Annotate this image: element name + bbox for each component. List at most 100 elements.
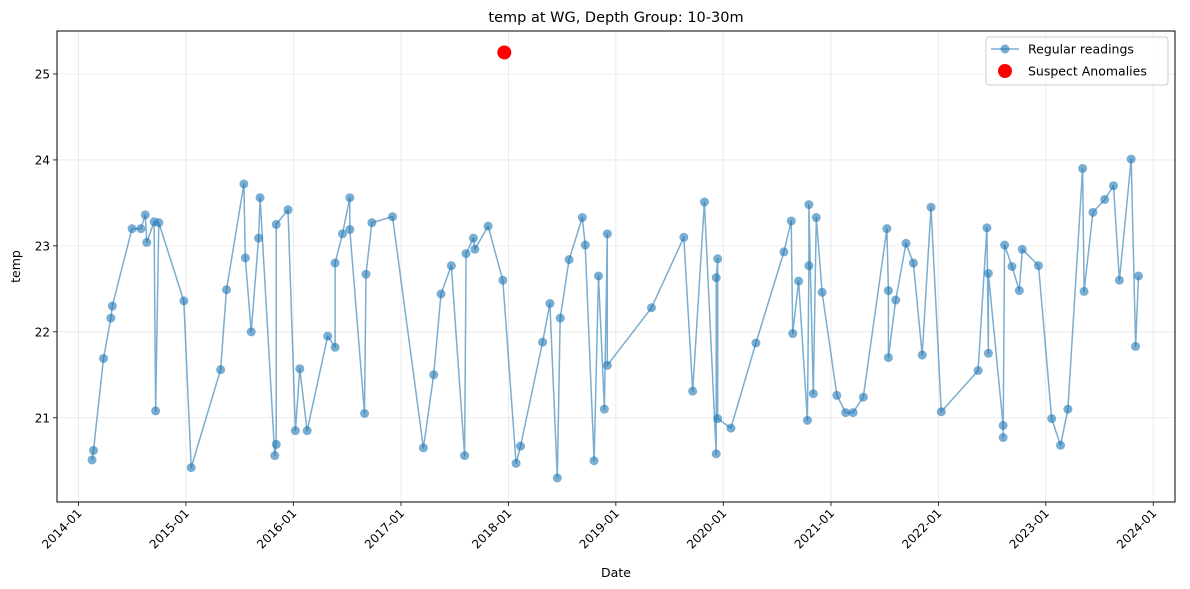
data-point-regular xyxy=(599,404,609,414)
data-point-regular xyxy=(1014,286,1024,296)
data-point-regular xyxy=(538,337,548,347)
data-point-regular xyxy=(973,365,983,375)
data-point-regular xyxy=(295,364,305,374)
legend-label-anomaly: Suspect Anomalies xyxy=(1028,64,1147,79)
data-point-regular xyxy=(87,455,97,465)
data-point-regular xyxy=(1131,341,1141,351)
data-point-regular xyxy=(577,213,587,223)
data-point-regular xyxy=(882,224,892,234)
data-point-regular xyxy=(222,285,232,295)
data-point-regular xyxy=(418,443,428,453)
data-point-regular xyxy=(726,423,736,433)
data-point-regular xyxy=(891,295,901,305)
data-point-regular xyxy=(106,313,116,323)
data-point-regular xyxy=(589,456,599,466)
data-point-regular xyxy=(498,275,508,285)
y-axis-label: temp xyxy=(8,250,23,283)
x-axis-label: Date xyxy=(601,565,631,580)
chart-title: temp at WG, Depth Group: 10-30m xyxy=(488,10,743,26)
data-point-regular xyxy=(817,287,827,297)
data-point-regular xyxy=(1063,404,1073,414)
data-point-regular xyxy=(1126,154,1136,164)
data-point-regular xyxy=(794,276,804,286)
data-point-regular xyxy=(387,212,397,222)
data-point-anomaly xyxy=(497,45,512,60)
data-point-regular xyxy=(802,415,812,425)
data-point-regular xyxy=(323,331,333,341)
data-point-regular xyxy=(883,286,893,296)
data-point-regular xyxy=(154,218,164,228)
data-point-regular xyxy=(808,389,818,399)
data-point-regular xyxy=(788,329,798,339)
data-point-regular xyxy=(151,406,161,416)
data-point-regular xyxy=(330,258,340,268)
data-point-regular xyxy=(429,370,439,380)
data-point-regular xyxy=(804,200,814,210)
series-layer xyxy=(87,45,1144,483)
data-point-regular xyxy=(1033,261,1043,271)
data-point-regular xyxy=(345,193,355,203)
data-point-regular xyxy=(88,445,98,455)
data-point-regular xyxy=(779,247,789,257)
data-point-regular xyxy=(255,193,265,203)
data-point-regular xyxy=(140,210,150,220)
data-point-regular xyxy=(711,273,721,283)
data-point-regular xyxy=(283,205,293,215)
data-point-regular xyxy=(555,313,565,323)
data-point-regular xyxy=(337,229,347,239)
data-point-regular xyxy=(901,238,911,248)
data-point-regular xyxy=(1078,164,1088,174)
data-point-regular xyxy=(602,360,612,370)
data-point-regular xyxy=(460,451,470,461)
data-point-regular xyxy=(908,258,918,268)
data-point-regular xyxy=(804,261,814,271)
data-point-regular xyxy=(239,179,249,189)
y-axis: 21 22 23 24 25 xyxy=(35,67,57,425)
data-point-regular xyxy=(179,296,189,306)
data-point-regular xyxy=(186,463,196,473)
data-point-regular xyxy=(998,433,1008,443)
data-point-regular xyxy=(699,197,709,207)
data-point-regular xyxy=(564,255,574,265)
data-point-regular xyxy=(1100,194,1110,204)
data-point-regular xyxy=(360,408,370,418)
data-point-regular xyxy=(646,303,656,313)
data-point-regular xyxy=(580,240,590,250)
data-point-regular xyxy=(1134,271,1144,281)
data-point-regular xyxy=(511,458,521,468)
data-point-regular xyxy=(254,233,264,243)
data-point-regular xyxy=(345,225,355,235)
data-point-regular xyxy=(270,451,280,461)
data-point-regular xyxy=(1114,275,1124,285)
data-point-regular xyxy=(246,327,256,337)
y-tick-label: 23 xyxy=(35,239,50,253)
data-point-regular xyxy=(1007,262,1017,271)
data-point-regular xyxy=(841,408,851,418)
data-point-regular xyxy=(290,426,300,436)
data-point-regular xyxy=(711,449,721,459)
data-point-regular xyxy=(240,253,250,263)
data-point-regular xyxy=(142,237,152,247)
data-point-regular xyxy=(136,224,146,234)
data-point-regular xyxy=(302,426,312,436)
data-point-regular xyxy=(468,233,478,243)
data-point-regular xyxy=(552,473,562,483)
data-point-regular xyxy=(983,268,993,278)
data-point-regular xyxy=(1079,286,1089,296)
data-point-regular xyxy=(1108,181,1118,191)
data-point-regular xyxy=(1056,440,1066,450)
data-point-regular xyxy=(593,271,603,281)
legend-marker-anomaly xyxy=(998,64,1012,78)
data-point-regular xyxy=(811,213,821,223)
data-point-regular xyxy=(858,392,868,402)
data-point-regular xyxy=(1047,414,1057,424)
data-point-regular xyxy=(713,414,723,424)
y-tick-label: 21 xyxy=(35,411,50,425)
data-point-regular xyxy=(271,219,281,229)
data-point-regular xyxy=(679,232,689,242)
data-point-regular xyxy=(330,342,340,352)
data-point-regular xyxy=(545,298,555,308)
data-point-regular xyxy=(127,224,137,234)
